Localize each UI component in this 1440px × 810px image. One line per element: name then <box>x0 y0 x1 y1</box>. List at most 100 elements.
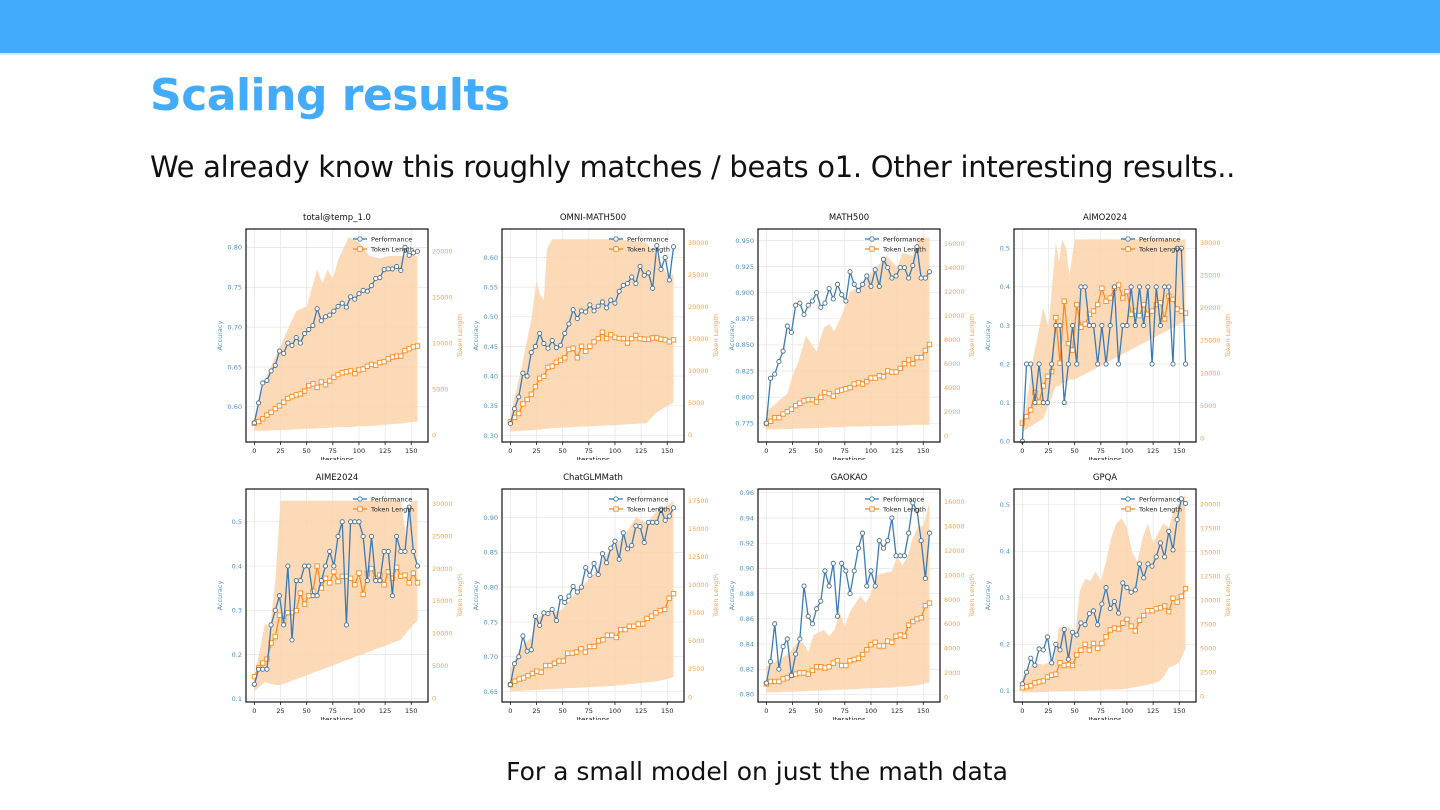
x-tick-label: 25 <box>276 707 284 715</box>
token-length-point <box>331 374 337 380</box>
performance-point <box>570 583 576 590</box>
chart-svg: ChatGLMMath 0 25 50 75 100 125 150 0.65 0.70 0.75 0… <box>472 473 720 724</box>
performance-point <box>818 598 824 604</box>
performance-point <box>1040 400 1046 406</box>
performance-point <box>1061 626 1067 632</box>
performance-point <box>1178 496 1184 502</box>
performance-point <box>780 348 786 354</box>
token-length-point <box>1036 399 1042 405</box>
performance-point <box>926 269 933 275</box>
performance-point <box>368 283 375 289</box>
x-tick-label: 100 <box>1121 707 1133 715</box>
performance-point <box>1090 322 1097 329</box>
performance-point <box>637 524 643 530</box>
token-length-point <box>528 391 534 397</box>
y-tick-label: 0.850 <box>735 341 754 349</box>
x-tick-label: 50 <box>1071 447 1079 455</box>
performance-point <box>768 659 774 665</box>
x-tick-label: 150 <box>661 707 673 715</box>
token-length-point <box>562 355 568 361</box>
performance-point <box>1074 632 1080 638</box>
performance-point <box>1032 400 1038 406</box>
performance-point <box>381 267 387 273</box>
performance-point <box>784 636 790 642</box>
y2-axis-label: Token Length <box>456 574 464 618</box>
performance-point <box>381 548 387 554</box>
performance-point <box>520 633 526 639</box>
token-length-band <box>510 239 674 432</box>
token-length-point <box>1124 288 1130 295</box>
token-length-point <box>264 656 270 662</box>
x-tick-label: 125 <box>379 707 391 715</box>
y-tick-label: 0.65 <box>484 688 498 696</box>
token-length-point <box>516 676 522 682</box>
x-tick-label: 100 <box>609 707 621 715</box>
performance-point <box>650 519 656 525</box>
performance-point <box>620 282 626 288</box>
y2-tick-label: 12500 <box>688 553 709 561</box>
performance-point <box>826 583 832 589</box>
y2-tick-label: 7500 <box>688 609 705 617</box>
performance-point <box>566 593 572 599</box>
x-tick-label: 75 <box>841 707 849 715</box>
performance-point <box>352 519 358 525</box>
legend-performance-label: Performance <box>883 495 924 503</box>
performance-point <box>322 563 329 569</box>
token-length-point <box>1095 301 1101 308</box>
y-tick-label: 0.84 <box>740 640 754 648</box>
token-length-point <box>1074 652 1080 658</box>
token-length-point <box>297 590 304 596</box>
chart-svg: MATH500 0 25 50 75 100 125 150 0.775 0.800 0.825 0.… <box>728 213 976 464</box>
performance-point <box>666 513 672 519</box>
token-length-point <box>1099 640 1105 647</box>
performance-point <box>797 300 803 306</box>
x-tick-label: 125 <box>1147 707 1159 715</box>
performance-point <box>1124 585 1130 591</box>
performance-point <box>532 343 539 350</box>
token-length-point <box>560 658 566 664</box>
token-length-point <box>1161 316 1168 322</box>
y2-axis-label: Token Length <box>1224 314 1232 358</box>
performance-point <box>1028 361 1034 367</box>
performance-point <box>1040 647 1046 653</box>
performance-point <box>1116 361 1122 367</box>
plot-frame <box>245 228 429 443</box>
performance-point <box>847 269 853 275</box>
x-axis-label: Iterations <box>576 456 610 460</box>
performance-point <box>1149 361 1155 367</box>
y2-tick-label: 15000 <box>688 335 709 343</box>
x-tick-label: 25 <box>276 447 284 455</box>
performance-point <box>1120 580 1126 586</box>
x-tick-label: 150 <box>661 447 673 455</box>
performance-point <box>512 661 518 667</box>
legend-token-label: Token Length <box>882 245 926 253</box>
performance-point <box>343 622 349 628</box>
x-tick-label: 150 <box>405 447 417 455</box>
performance-point <box>306 563 312 569</box>
token-length-point <box>1032 389 1038 396</box>
token-length-point <box>600 637 606 643</box>
performance-point <box>633 281 639 287</box>
performance-point <box>297 340 303 346</box>
y-tick-label: 0.75 <box>484 618 498 626</box>
token-length-point <box>1057 660 1063 666</box>
legend-performance-marker <box>1125 496 1131 502</box>
y-tick-label: 0.3 <box>1000 594 1010 602</box>
performance-point <box>604 560 610 566</box>
y2-tick-label: 0 <box>944 694 948 702</box>
token-length-point <box>1028 683 1034 689</box>
x-tick-label: 100 <box>1121 447 1133 455</box>
performance-point <box>1103 585 1109 591</box>
token-length-point <box>1040 678 1046 684</box>
performance-point <box>914 244 920 250</box>
token-length-point <box>1182 585 1189 592</box>
legend-token-label: Token Length <box>1138 505 1182 513</box>
token-length-point <box>1019 420 1026 426</box>
performance-point <box>256 666 262 672</box>
token-length-band <box>254 500 418 692</box>
token-length-point <box>1023 413 1030 420</box>
performance-point <box>612 538 618 544</box>
token-length-point <box>1141 612 1147 619</box>
performance-point <box>809 621 815 627</box>
performance-point <box>360 287 366 293</box>
